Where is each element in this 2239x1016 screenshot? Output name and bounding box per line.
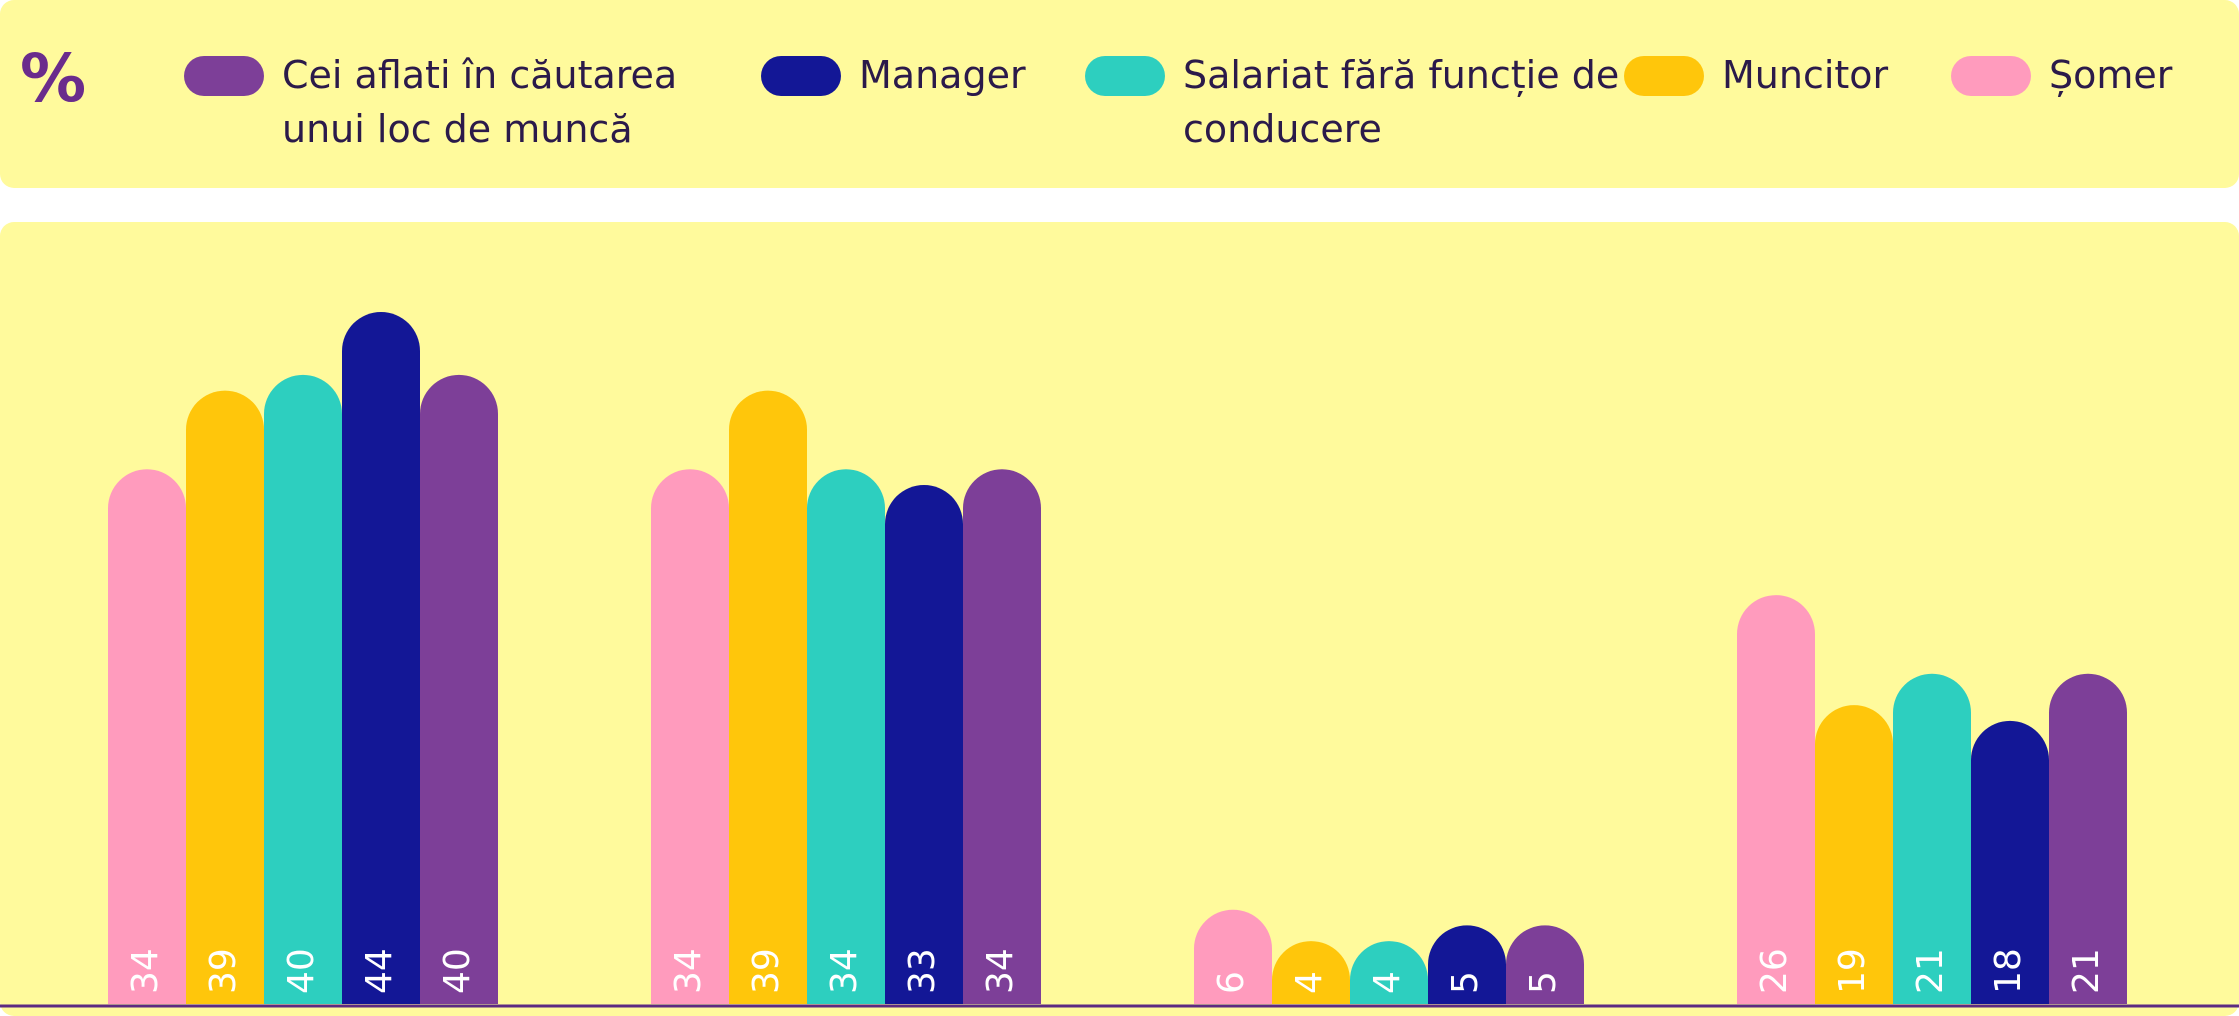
bar [1272,941,1351,1004]
bar [264,374,342,1005]
legend-label: Cei aflati în căutarea unui loc de muncă [282,53,678,151]
legend-swatch [1085,56,1165,96]
legend-swatch [1951,56,2031,96]
legend-item: Manager [761,48,1119,102]
bar [807,469,885,1004]
chart-title: % [20,40,87,117]
bar [342,312,420,1004]
legend-swatch [1624,56,1704,96]
bar [1350,941,1428,1004]
bar [651,469,729,1004]
value-label: 21 [1910,948,1951,994]
value-label: 5 [1523,971,1564,994]
legend-label: Manager [859,53,1026,97]
value-label: 39 [203,948,244,994]
legend-item: Șomer [1951,48,2239,102]
value-label: 33 [902,948,943,994]
value-label: 5 [1445,971,1486,994]
bar [885,485,963,1004]
legend-label: Salariat fără funcție de conducere [1183,53,1620,151]
value-label: 21 [2066,948,2107,994]
value-label: 6 [1211,971,1252,994]
legend-item: Muncitor [1624,48,1982,102]
bar [1194,909,1272,1004]
value-label: 26 [1754,948,1795,994]
bar [729,390,807,1004]
legend-label: Șomer [2049,53,2173,97]
bar [2049,673,2127,1004]
bar [1506,925,1584,1004]
legend-item: Salariat fără funcție de conducere [1085,48,1633,156]
value-label: 40 [281,948,322,994]
value-label: 34 [125,948,166,994]
value-label: 44 [359,948,400,994]
value-label: 18 [1988,948,2029,994]
value-label: 19 [1832,948,1873,994]
value-label: 34 [824,948,865,994]
legend-label: Muncitor [1722,53,1889,97]
bar [108,469,186,1004]
value-label: 34 [980,948,1021,994]
bar [1428,925,1506,1004]
value-label: 4 [1289,971,1330,994]
value-label: 39 [746,948,787,994]
bar [1893,673,1971,1004]
bar [1971,720,2049,1004]
value-label: 4 [1367,971,1408,994]
bar [1737,595,1815,1004]
bar [963,469,1041,1004]
legend-swatch [761,56,841,96]
value-label: 34 [668,948,709,994]
legend-item: Cei aflati în căutarea unui loc de muncă [184,48,742,156]
bar [1815,705,1893,1004]
legend-panel: % Cei aflati în căutarea unui loc de mun… [0,0,2239,188]
legend-swatch [184,56,264,96]
value-label: 40 [437,948,478,994]
bar [420,374,498,1005]
bar [186,390,264,1004]
